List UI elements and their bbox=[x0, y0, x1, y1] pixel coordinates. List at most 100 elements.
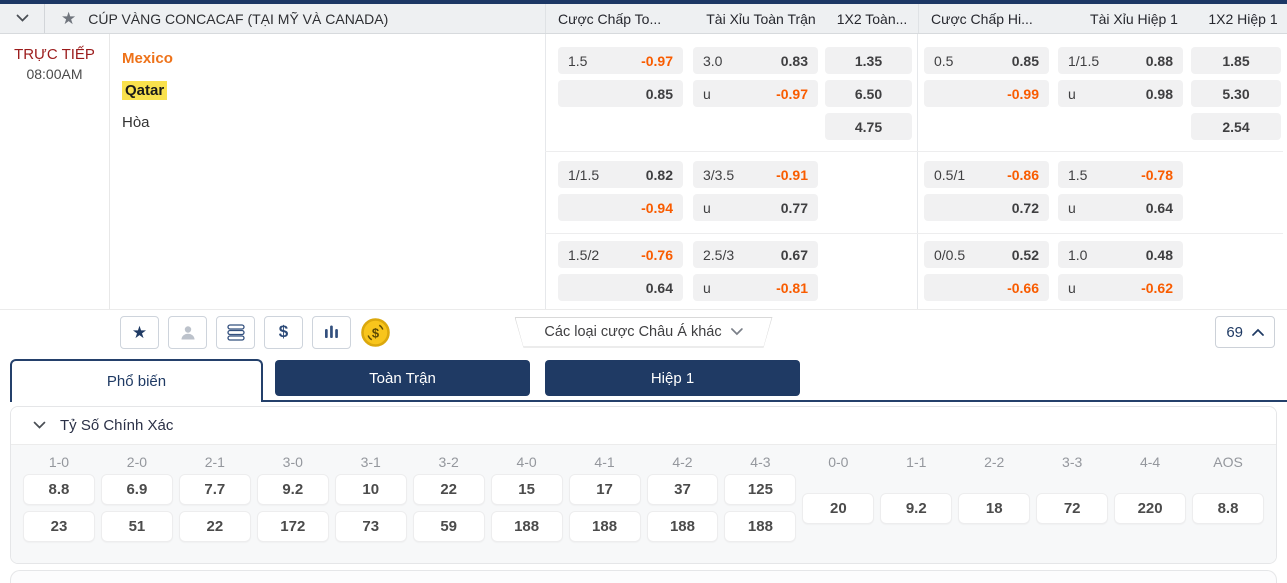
h1-over-under-column: 1.5 -0.78 u 0.64 bbox=[1058, 161, 1183, 227]
odds-cell[interactable]: u 0.98 bbox=[1058, 80, 1183, 107]
odds-cell[interactable]: 1.85 bbox=[1191, 47, 1281, 74]
score-odds-cell[interactable]: 172 bbox=[256, 511, 329, 542]
header-ft-over-under: Tài Xỉu Toàn Trận bbox=[706, 10, 816, 27]
full-time-odds: 1.5 -0.97 0.85 3.0 0.83 u -0.97 1.35 6.50 4… bbox=[545, 47, 918, 146]
tab-popular[interactable]: Phổ biến bbox=[10, 359, 263, 402]
score-odds-cell[interactable]: 23 bbox=[23, 511, 95, 542]
score-odds-cell[interactable]: 220 bbox=[1114, 492, 1187, 524]
score-odds-cell[interactable]: 188 bbox=[490, 511, 563, 542]
score-odds-cell[interactable]: 18 bbox=[958, 492, 1031, 524]
odds-cell[interactable]: -0.94 bbox=[558, 194, 683, 221]
score-column-draw: 0-0 20 bbox=[802, 450, 875, 563]
ft-handicap-column: 1.5/2 -0.76 0.64 bbox=[558, 241, 683, 307]
match-toolbar: ★ $ $ Các loại cược Châu bbox=[0, 309, 1287, 354]
score-odds-cell[interactable]: 8.8 bbox=[1192, 492, 1264, 524]
odds-cell[interactable]: 0.72 bbox=[924, 194, 1049, 221]
score-odds-cell[interactable]: 10 bbox=[334, 474, 407, 505]
score-odds-cell[interactable]: 51 bbox=[100, 511, 173, 542]
header-h1-handicap: Cược Chấp Hi... bbox=[931, 10, 1033, 27]
divider bbox=[545, 233, 1283, 234]
score-column: 4-0 15 188 bbox=[490, 450, 563, 563]
ft-over-under-column: 2.5/3 0.67 u -0.81 bbox=[693, 241, 818, 307]
odds-cell[interactable]: 4.75 bbox=[825, 113, 912, 140]
score-odds-cell[interactable]: 15 bbox=[490, 474, 563, 505]
score-odds-cell[interactable]: 22 bbox=[178, 511, 251, 542]
score-odds-cell[interactable]: 20 bbox=[802, 492, 875, 524]
dollar-icon[interactable]: $ bbox=[264, 315, 303, 349]
score-column: 3-0 9.2 172 bbox=[256, 450, 329, 563]
odds-cell[interactable]: 0.64 bbox=[558, 274, 683, 301]
odds-cell[interactable]: u -0.97 bbox=[693, 80, 818, 107]
odds-cell[interactable]: 0.5/1 -0.86 bbox=[924, 161, 1049, 188]
odds-cell[interactable]: 1.35 bbox=[825, 47, 912, 74]
odds-cell[interactable]: 3.0 0.83 bbox=[693, 47, 818, 74]
cash-out-coin-icon[interactable]: $ bbox=[360, 317, 391, 348]
odds-cell[interactable]: -0.66 bbox=[924, 274, 1049, 301]
score-odds-cell[interactable]: 17 bbox=[568, 474, 641, 505]
score-odds-cell[interactable]: 188 bbox=[724, 511, 797, 542]
odds-column-headers: Cược Chấp To... Tài Xỉu Toàn Trận 1X2 To… bbox=[545, 4, 1287, 33]
odds-cell[interactable]: 1.0 0.48 bbox=[1058, 241, 1183, 268]
h1-handicap-column: 0/0.5 0.52 -0.66 bbox=[924, 241, 1049, 307]
odds-cell[interactable]: u 0.77 bbox=[693, 194, 818, 221]
score-odds-cell[interactable]: 188 bbox=[568, 511, 641, 542]
odds-cell[interactable]: 5.30 bbox=[1191, 80, 1281, 107]
bet-slip-stack-icon[interactable] bbox=[216, 315, 255, 349]
divider bbox=[917, 34, 918, 309]
tab-full-time[interactable]: Toàn Trận bbox=[275, 360, 530, 396]
score-odds-cell[interactable]: 72 bbox=[1036, 492, 1109, 524]
odds-cell[interactable]: 2.5/3 0.67 bbox=[693, 241, 818, 268]
asian-markets-dropdown[interactable]: Các loại cược Châu Á khác bbox=[514, 317, 772, 348]
h1-1x2-column: 1.85 5.30 2.54 bbox=[1191, 47, 1281, 146]
odds-cell[interactable]: 6.50 bbox=[825, 80, 912, 107]
odds-cell[interactable]: 2.54 bbox=[1191, 113, 1281, 140]
header-h1-1x2: 1X2 Hiệp 1 bbox=[1208, 10, 1278, 27]
svg-text:$: $ bbox=[372, 325, 380, 340]
score-odds-cell[interactable]: 9.2 bbox=[880, 492, 953, 524]
league-favorite-star-icon[interactable]: ★ bbox=[61, 9, 77, 28]
odds-cell[interactable]: u -0.62 bbox=[1058, 274, 1183, 301]
score-odds-cell[interactable]: 9.2 bbox=[256, 474, 329, 505]
odds-cell[interactable]: 3/3.5 -0.91 bbox=[693, 161, 818, 188]
score-odds-cell[interactable]: 37 bbox=[646, 474, 719, 505]
odds-cell[interactable]: 1/1.5 0.82 bbox=[558, 161, 683, 188]
score-odds-cell[interactable]: 22 bbox=[412, 474, 485, 505]
score-label: 4-2 bbox=[672, 454, 693, 470]
ft-over-under-column: 3.0 0.83 u -0.97 bbox=[693, 47, 818, 146]
odds-cell[interactable]: 0.5 0.85 bbox=[924, 47, 1049, 74]
tab-first-half[interactable]: Hiệp 1 bbox=[545, 360, 800, 396]
score-odds-cell[interactable]: 6.9 bbox=[100, 474, 173, 505]
score-odds-cell[interactable]: 59 bbox=[412, 511, 485, 542]
odds-cell[interactable]: u 0.64 bbox=[1058, 194, 1183, 221]
odds-block-main: 1.5 -0.97 0.85 3.0 0.83 u -0.97 1.35 6.50 4… bbox=[545, 47, 1287, 146]
markets-count-toggle[interactable]: 69 bbox=[1215, 316, 1275, 348]
odds-grid: 1.5 -0.97 0.85 3.0 0.83 u -0.97 1.35 6.50 4… bbox=[545, 34, 1287, 309]
odds-cell[interactable]: 1.5 -0.97 bbox=[558, 47, 683, 74]
score-odds-cell[interactable]: 188 bbox=[646, 511, 719, 542]
statistics-bars-icon[interactable] bbox=[312, 315, 351, 349]
divider bbox=[44, 4, 45, 33]
favorite-star-icon[interactable]: ★ bbox=[120, 315, 159, 349]
odds-cell[interactable]: 1.5/2 -0.76 bbox=[558, 241, 683, 268]
score-column-draw: 1-1 9.2 bbox=[880, 450, 953, 563]
odds-cell[interactable]: 1/1.5 0.88 bbox=[1058, 47, 1183, 74]
odds-cell[interactable]: 1.5 -0.78 bbox=[1058, 161, 1183, 188]
score-odds-cell[interactable]: 7.7 bbox=[178, 474, 251, 505]
header-ft-handicap: Cược Chấp To... bbox=[558, 10, 662, 27]
collapse-section-chevron-down-icon[interactable] bbox=[33, 421, 46, 430]
h1-over-under-column: 1.0 0.48 u -0.62 bbox=[1058, 241, 1183, 307]
odds-cell[interactable]: 0.85 bbox=[558, 80, 683, 107]
score-odds-cell[interactable]: 73 bbox=[334, 511, 407, 542]
live-status: TRỰC TIẾP bbox=[14, 46, 95, 63]
score-odds-cell[interactable]: 125 bbox=[724, 474, 797, 505]
odds-cell[interactable]: u -0.81 bbox=[693, 274, 818, 301]
player-stats-icon[interactable] bbox=[168, 315, 207, 349]
score-odds-cell[interactable]: 8.8 bbox=[23, 474, 95, 505]
league-title: CÚP VÀNG CONCACAF (TẠI MỸ VÀ CANADA) bbox=[88, 10, 389, 27]
home-team-name: Mexico bbox=[122, 50, 173, 67]
score-label: 2-1 bbox=[204, 454, 225, 470]
collapse-league-chevron-down-icon[interactable] bbox=[0, 14, 44, 23]
odds-cell[interactable]: 0/0.5 0.52 bbox=[924, 241, 1049, 268]
odds-cell[interactable]: -0.99 bbox=[924, 80, 1049, 107]
